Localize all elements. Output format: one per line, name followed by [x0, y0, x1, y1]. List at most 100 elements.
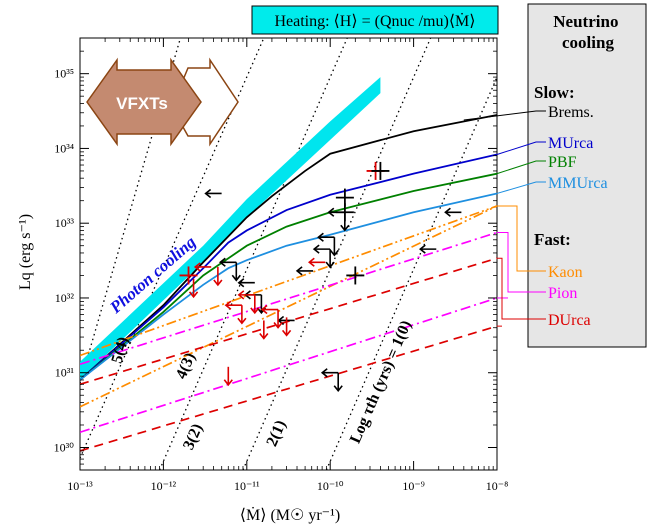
x-tick-label: 10⁻¹¹	[234, 479, 260, 493]
isochrone-line-2	[158, 38, 348, 470]
upper-limit-marker-18	[259, 320, 269, 340]
upper-limit-marker-13	[213, 266, 223, 287]
limit-arrow-head-left	[224, 300, 232, 310]
limit-arrow-head-left	[327, 207, 335, 217]
legend-leader-durca	[497, 257, 546, 320]
upper-limit-marker-12	[188, 278, 199, 299]
x-tick-label: 10⁻¹⁰	[317, 479, 344, 493]
upper-limit-marker-2	[317, 232, 340, 257]
limit-arrow-head-left	[312, 244, 320, 254]
detection-marker-1	[346, 266, 365, 285]
limit-arrow-head-down	[223, 379, 233, 387]
series-line-brems-0	[80, 114, 497, 381]
limit-arrow-head-down	[273, 322, 283, 329]
limit-arrow-head-left	[193, 262, 201, 272]
limit-arrow-head-down	[333, 385, 343, 393]
detection-marker-2	[335, 203, 354, 222]
x-tick-label: 10⁻⁸	[486, 479, 509, 493]
x-tick-label: 10⁻⁹	[402, 479, 425, 493]
legend-entry-pion: Pion	[548, 285, 577, 302]
upper-limit-marker-6	[237, 278, 255, 288]
x-axis-label: ⟨Ṁ⟩ (M☉ yr⁻¹)	[240, 506, 341, 524]
limit-arrow-head-down	[340, 224, 350, 232]
legend-title: Neutrino cooling	[553, 12, 622, 52]
detection-marker-4	[179, 266, 198, 285]
limit-arrow-head-left	[308, 257, 315, 267]
legend-entry-kaon: Kaon	[548, 264, 583, 281]
legend-leader-pion	[497, 232, 546, 293]
upper-limit-marker-11	[320, 368, 343, 393]
vfxts-arrow: VFXTs	[86, 57, 239, 147]
limit-arrow-head-down	[237, 317, 247, 325]
y-tick-label: 10³¹	[55, 366, 75, 380]
heating-box	[251, 5, 499, 35]
limit-arrow-head-down	[250, 307, 260, 315]
x-tick-label: 10⁻¹²	[151, 479, 177, 493]
vfxts-label: VFXTs	[116, 94, 168, 113]
isochrone-line-3	[242, 38, 432, 470]
limit-arrow-head-left	[444, 207, 451, 217]
legend-leader-mmurca	[496, 181, 546, 194]
limit-arrow-head-left	[219, 257, 226, 267]
limit-arrow-head-down	[325, 261, 335, 269]
upper-limit-marker-16	[260, 304, 283, 329]
legend-title-line1: Neutrino	[553, 12, 618, 31]
series-line-pion-7	[80, 297, 497, 434]
legend-leader-murca	[496, 141, 546, 155]
limit-arrow-head-down	[231, 274, 241, 282]
y-tick-label: 10³³	[55, 216, 75, 230]
limit-arrow-head-down	[329, 249, 340, 257]
legend-box	[527, 3, 647, 348]
series-line-mmurca-3	[80, 192, 497, 381]
y-tick-label: 10³⁰	[54, 440, 75, 454]
upper-limit-marker-17	[281, 317, 292, 337]
limit-arrow-head-left	[320, 368, 328, 378]
legend-title-line2: cooling	[562, 33, 614, 52]
upper-limit-marker-0	[204, 188, 222, 199]
series-line-kaon-5	[80, 205, 497, 357]
upper-limit-marker-3	[312, 244, 335, 269]
upper-limit-marker-14	[237, 290, 260, 315]
limit-arrow-head-left	[295, 266, 303, 276]
upper-limit-marker-20	[223, 366, 233, 387]
limit-arrow-head-down	[213, 279, 223, 287]
upper-limit-marker-4	[219, 257, 241, 282]
legend-fast-label: Fast:	[534, 230, 571, 249]
limit-arrow-head-left	[317, 232, 324, 242]
limit-arrow-head-down	[259, 332, 269, 340]
limit-arrow-head-down	[188, 291, 199, 299]
series-line-kaon-4	[80, 205, 497, 408]
upper-limit-marker-5	[295, 266, 314, 276]
upper-limit-marker-21	[308, 257, 326, 267]
upper-limit-marker-15	[224, 300, 247, 325]
limit-arrow-head-left	[204, 188, 212, 199]
limit-arrow-head-left	[260, 304, 268, 315]
y-tick-label: 10³⁵	[54, 67, 74, 81]
isochrone-line-1	[80, 38, 265, 459]
series-line-durca-9	[80, 325, 497, 452]
detection-marker-5	[371, 161, 390, 180]
legend-entry-durca: DUrca	[548, 312, 591, 329]
series-line-pion-6	[80, 231, 497, 366]
photon-cooling-band	[80, 77, 381, 380]
upper-limit-marker-9	[444, 207, 462, 217]
y-tick-label: 10³⁴	[54, 141, 74, 155]
limit-arrow-head-left	[419, 244, 426, 254]
series-line-murca-1	[80, 153, 497, 381]
x-tick-label: 10⁻¹³	[67, 479, 93, 493]
limit-arrow-head-down	[281, 329, 292, 337]
limit-arrow-head-left	[237, 278, 245, 288]
legend-entry-pbf: PBF	[548, 154, 577, 171]
legend-entry-brems: Brems.	[548, 104, 594, 121]
upper-limit-marker-8	[419, 244, 437, 254]
legend-entry-mmurca: MMUrca	[548, 175, 608, 192]
legend-entry-murca: MUrca	[548, 135, 593, 152]
heating-label: Heating: ⟨H⟩ = (Qnuc /mu)⟨Ṁ⟩	[274, 12, 475, 30]
series-line-pbf-2	[80, 172, 497, 381]
y-tick-label: 10³²	[55, 291, 75, 305]
upper-limit-marker-19	[193, 262, 212, 272]
limit-arrow-head-left	[237, 290, 245, 300]
legend-leader-brems	[463, 110, 546, 121]
legend-slow-label: Slow:	[534, 83, 575, 102]
